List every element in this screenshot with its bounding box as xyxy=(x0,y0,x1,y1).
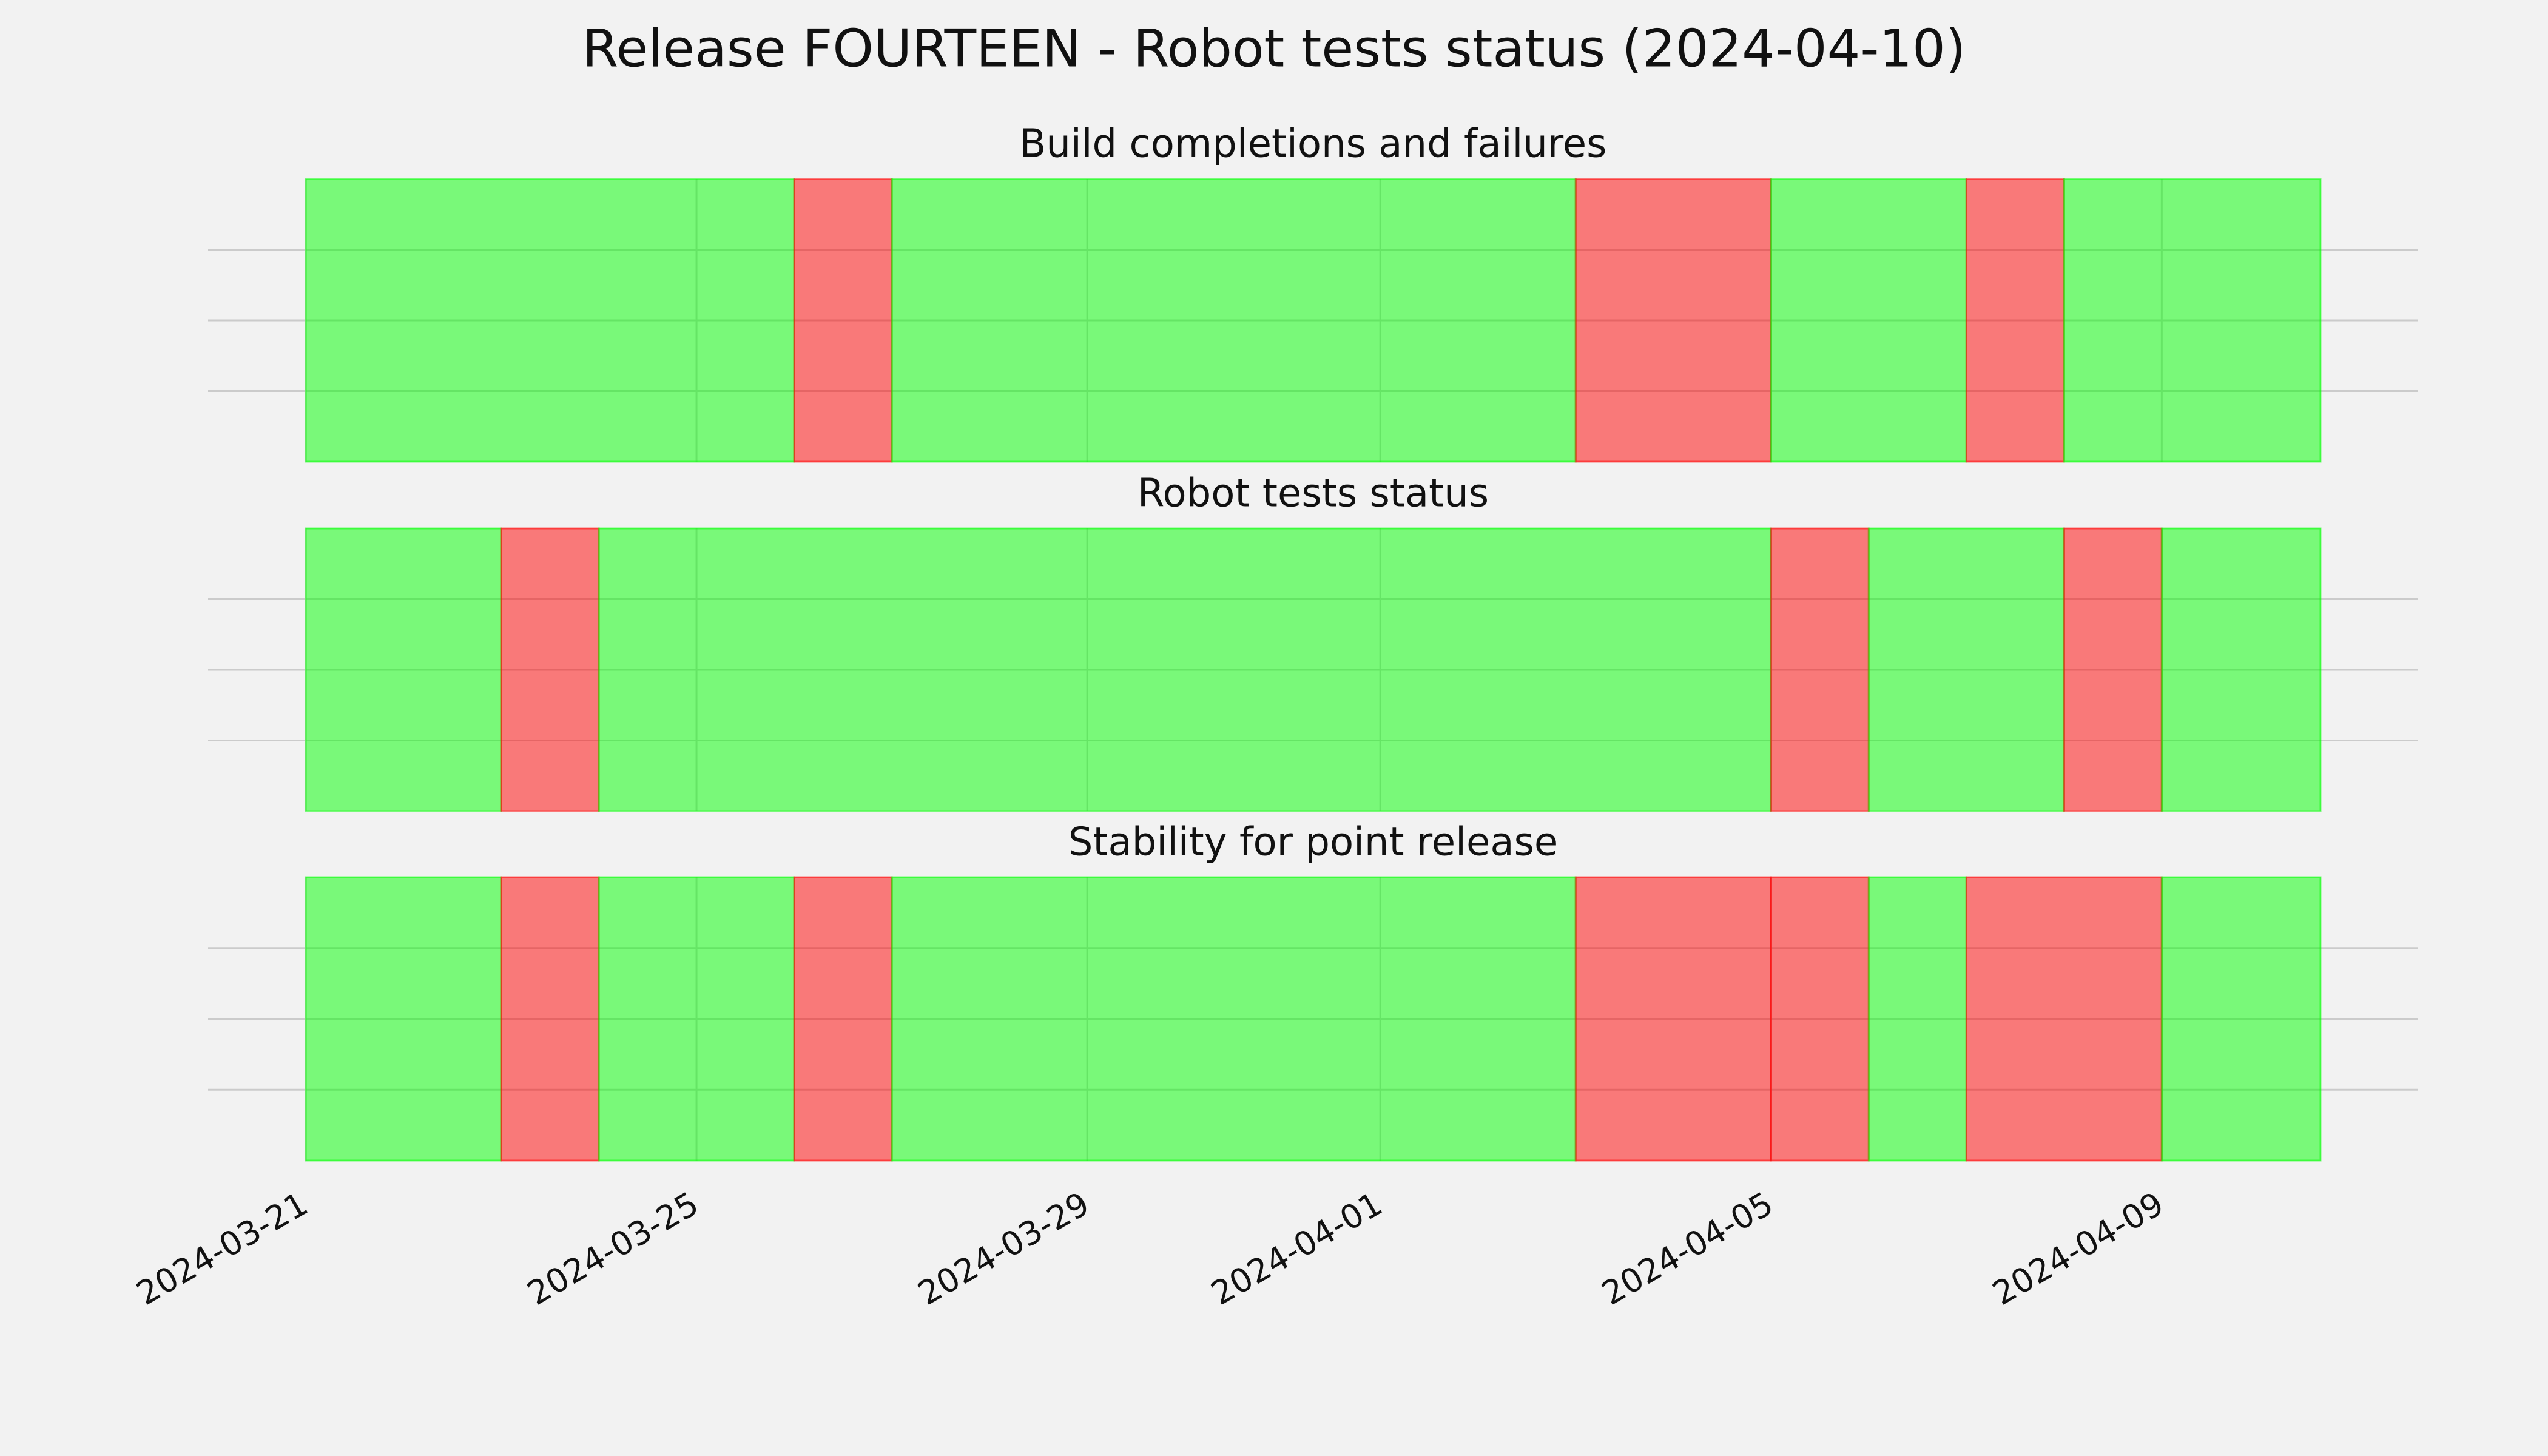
status-segment xyxy=(1867,527,2065,812)
x-tick-label: 2024-04-09 xyxy=(1986,1184,2170,1312)
status-segment xyxy=(891,876,1577,1162)
status-segment xyxy=(793,178,893,463)
chart-title: Release FOURTEEN - Robot tests status (2… xyxy=(582,18,1966,79)
status-segment xyxy=(2160,527,2322,812)
status-segment xyxy=(305,876,502,1162)
status-segment xyxy=(1867,876,1967,1162)
x-tick-label: 2024-04-01 xyxy=(1205,1184,1389,1312)
status-segment xyxy=(598,527,1772,812)
status-segment xyxy=(1770,178,1967,463)
status-segment xyxy=(1574,876,1772,1162)
status-segment xyxy=(891,178,1577,463)
x-tick-label: 2024-03-29 xyxy=(912,1184,1096,1312)
panel-title: Build completions and failures xyxy=(1020,122,1607,167)
x-tick-label: 2024-04-05 xyxy=(1596,1184,1779,1312)
x-tick-label: 2024-03-21 xyxy=(130,1184,314,1312)
status-segment xyxy=(305,527,502,812)
panel-title: Stability for point release xyxy=(1068,820,1559,865)
status-segment xyxy=(500,876,600,1162)
status-segment xyxy=(2063,527,2163,812)
status-segment xyxy=(793,876,893,1162)
status-segment xyxy=(2160,876,2322,1162)
status-segment xyxy=(598,876,795,1162)
status-segment xyxy=(1770,876,1870,1162)
status-segment xyxy=(500,527,600,812)
status-segment xyxy=(305,178,795,463)
status-segment xyxy=(1965,178,2065,463)
status-segment xyxy=(1574,178,1772,463)
status-segment xyxy=(1965,876,2163,1162)
panel-title: Robot tests status xyxy=(1138,471,1489,516)
x-tick-label: 2024-03-25 xyxy=(521,1184,705,1312)
status-segment xyxy=(2063,178,2322,463)
status-segment xyxy=(1770,527,1870,812)
